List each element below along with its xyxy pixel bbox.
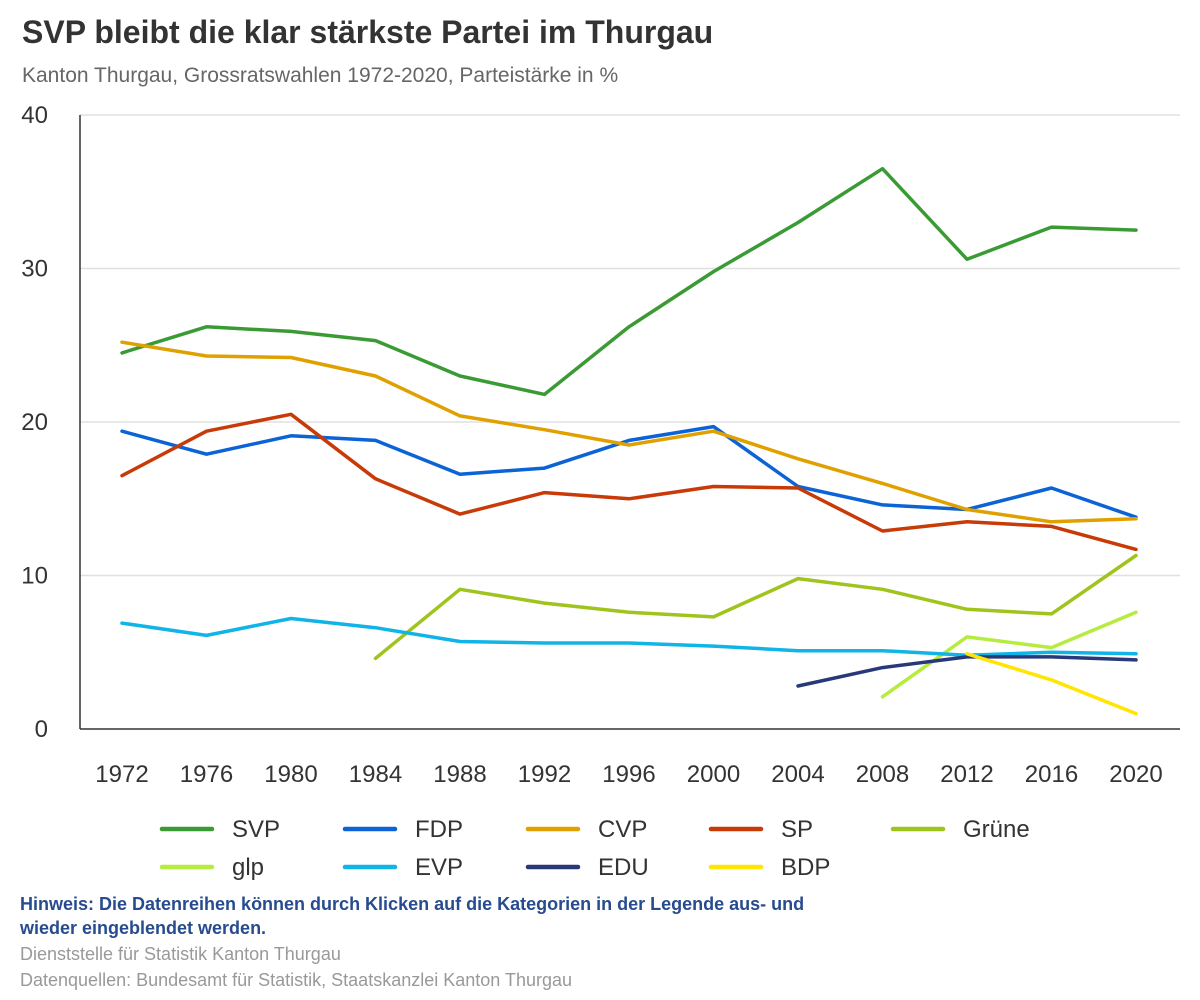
x-tick-label: 1992 [518,761,571,788]
x-tick-label: 1972 [95,761,148,788]
x-tick-label: 2004 [771,761,824,788]
legend-item-bdp[interactable]: BDP [708,854,830,881]
y-tick-label: 40 [21,102,48,129]
legend-label: FDP [415,816,463,843]
legend-label: SVP [232,816,280,843]
legend-label: BDP [781,854,830,881]
legend-label: SP [781,816,813,843]
line-chart: 0 10 20 30 40 1972 1976 1980 1984 1988 1992 1996 20… [21,102,1180,881]
series-line-fdp [120,424,1138,519]
series-line-cvp [120,340,1138,524]
series-lines [120,166,1138,716]
legend: SVP FDP CVP SP Grüne glp EVP EDU BDP [159,816,1030,881]
y-tick-label: 30 [21,256,48,283]
legend-label: EVP [415,854,463,881]
legend-item-evp[interactable]: EVP [342,854,463,881]
y-tick-label: 20 [21,409,48,436]
x-tick-label: 1984 [349,761,402,788]
x-tick-label: 2020 [1109,761,1162,788]
grid-lines [80,114,1180,577]
legend-item-svp[interactable]: SVP [159,816,280,843]
y-tick-label: 0 [35,716,48,743]
x-axis: 1972 1976 1980 1984 1988 1992 1996 2000 2004 2008… [80,728,1180,788]
y-tick-label: 10 [21,563,48,590]
source-line-2: Datenquellen: Bundesamt für Statistik, S… [20,970,572,990]
legend-item-cvp[interactable]: CVP [525,816,647,843]
legend-item-fdp[interactable]: FDP [342,816,463,843]
series-line-svp [120,166,1138,397]
legend-label: CVP [598,816,647,843]
legend-item-sp[interactable]: SP [708,816,813,843]
series-line-evp [120,616,1138,658]
x-tick-label: 1980 [264,761,317,788]
x-tick-label: 2016 [1025,761,1078,788]
x-tick-label: 1996 [602,761,655,788]
x-tick-label: 2008 [856,761,909,788]
legend-item-glp[interactable]: glp [159,854,264,881]
x-tick-label: 2000 [687,761,740,788]
chart-subtitle: Kanton Thurgau, Grossratswahlen 1972-202… [22,64,619,87]
series-line-edu [796,655,1138,688]
legend-label: EDU [598,854,649,881]
series-line-sp [120,412,1138,552]
legend-label: Grüne [963,816,1030,843]
legend-item-edu[interactable]: EDU [525,854,649,881]
x-tick-label: 1976 [180,761,233,788]
x-tick-label: 1988 [433,761,486,788]
legend-label: glp [232,854,264,881]
series-line-gr-ne [373,553,1138,661]
y-axis: 0 10 20 30 40 [21,102,81,743]
series-line-bdp [965,652,1138,716]
x-tick-label: 2012 [940,761,993,788]
source-line-1: Dienststelle für Statistik Kanton Thurga… [20,944,341,964]
legend-hint: Hinweis: Die Datenreihen können durch Kl… [20,894,805,938]
legend-item-gr-ne[interactable]: Grüne [890,816,1030,843]
series-line-glp [880,610,1138,699]
chart-title: SVP bleibt die klar stärkste Partei im T… [22,14,714,50]
